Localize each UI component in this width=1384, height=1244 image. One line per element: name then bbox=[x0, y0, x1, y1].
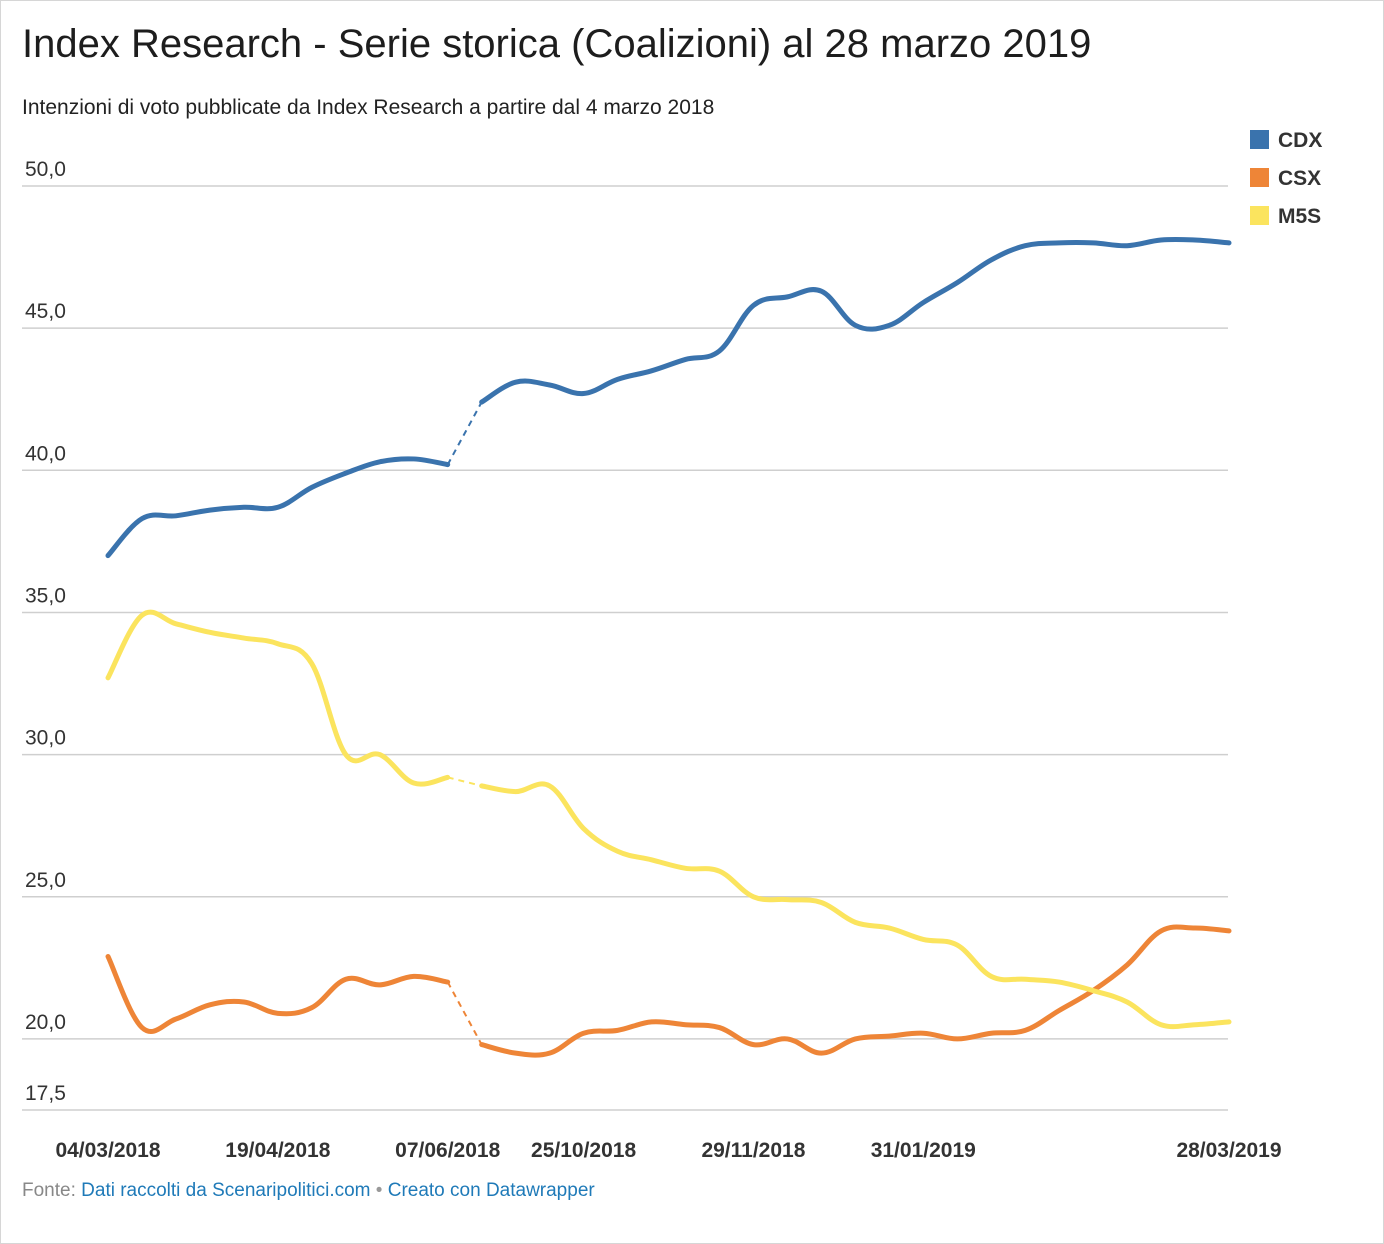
y-tick-label: 17,5 bbox=[25, 1082, 66, 1105]
y-tick-label: 25,0 bbox=[25, 869, 66, 892]
source-label: Fonte: bbox=[22, 1180, 76, 1201]
x-tick-label: 28/03/2019 bbox=[1176, 1139, 1281, 1162]
y-tick-label: 45,0 bbox=[25, 300, 66, 323]
csx-line-segment bbox=[479, 924, 1232, 1058]
cdx-line-segment bbox=[479, 236, 1232, 405]
cdx-line-segment bbox=[105, 456, 451, 559]
legend-label-m5s: M5S bbox=[1278, 205, 1321, 228]
legend-swatch-cdx bbox=[1250, 130, 1269, 149]
m5s-gap-connector bbox=[447, 776, 482, 787]
legend-label-cdx: CDX bbox=[1278, 129, 1322, 152]
x-tick-label: 29/11/2018 bbox=[701, 1139, 805, 1162]
footer: Fonte: Dati raccolti da Scenaripolitici.… bbox=[22, 1180, 595, 1202]
y-tick-label: 50,0 bbox=[25, 158, 66, 181]
y-tick-label: 35,0 bbox=[25, 584, 66, 607]
x-tick-label: 04/03/2018 bbox=[55, 1139, 160, 1162]
y-tick-label: 30,0 bbox=[25, 727, 66, 750]
m5s-line-segment bbox=[105, 609, 451, 787]
legend-label-csx: CSX bbox=[1278, 167, 1321, 190]
legend-swatch-m5s bbox=[1250, 206, 1269, 225]
x-tick-label: 25/10/2018 bbox=[531, 1139, 636, 1162]
source-link[interactable]: Dati raccolti da Scenaripolitici.com bbox=[81, 1180, 371, 1201]
x-tick-label: 31/01/2019 bbox=[871, 1139, 976, 1162]
x-tick-label: 19/04/2018 bbox=[225, 1139, 330, 1162]
csx-line-segment bbox=[105, 953, 451, 1035]
csx-gap-connector bbox=[446, 981, 483, 1046]
cdx-gap-connector bbox=[446, 401, 483, 466]
x-tick-label: 07/06/2018 bbox=[395, 1139, 500, 1162]
m5s-line-segment bbox=[479, 781, 1232, 1030]
footer-separator: • bbox=[375, 1180, 383, 1201]
chart-subtitle: Intenzioni di voto pubblicate da Index R… bbox=[22, 96, 715, 119]
datawrapper-link[interactable]: Creato con Datawrapper bbox=[387, 1180, 595, 1201]
y-tick-label: 20,0 bbox=[25, 1011, 66, 1034]
legend-swatch-csx bbox=[1250, 168, 1269, 187]
chart-title: Index Research - Serie storica (Coalizio… bbox=[22, 22, 1092, 66]
y-tick-label: 40,0 bbox=[25, 442, 66, 465]
